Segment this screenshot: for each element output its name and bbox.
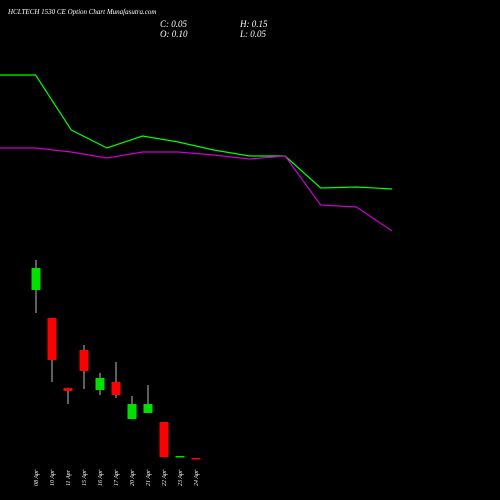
high-label: H: 0.15: [239, 19, 268, 29]
average-line: [0, 74, 393, 190]
candle-body: [175, 456, 185, 458]
x-tick-label: 15 Apr: [82, 469, 88, 486]
candle-body: [95, 378, 105, 390]
candle-body: [47, 318, 57, 360]
x-tick-label: 20 Apr: [130, 469, 136, 486]
candle-body: [111, 382, 121, 395]
x-tick-label: 17 Apr: [114, 469, 120, 486]
candle-body: [79, 350, 89, 371]
x-tick-label: 16 Apr: [98, 469, 104, 486]
x-tick-label: 10 Apr: [50, 469, 56, 486]
candle-body: [159, 422, 169, 457]
open-label: O: 0.10: [160, 29, 188, 39]
candle-body: [191, 458, 201, 460]
candle-body: [63, 388, 73, 391]
candle-body: [31, 268, 41, 290]
candle-body: [127, 404, 137, 419]
x-tick-label: 11 Apr: [66, 469, 72, 486]
close-label: C: 0.05: [160, 19, 188, 29]
x-tick-label: 22 Apr: [162, 469, 168, 486]
average-line: [0, 147, 393, 232]
x-tick-label: 21 Apr: [146, 469, 152, 486]
low-label: L: 0.05: [239, 29, 267, 39]
x-tick-label: 08 Apr: [34, 469, 40, 486]
x-tick-label: 23 Apr: [178, 469, 184, 486]
chart-title: HCLTECH 1530 CE Option Chart Munafasutra…: [7, 8, 156, 16]
x-tick-label: 24 Apr: [193, 469, 200, 486]
candle-body: [143, 404, 153, 413]
